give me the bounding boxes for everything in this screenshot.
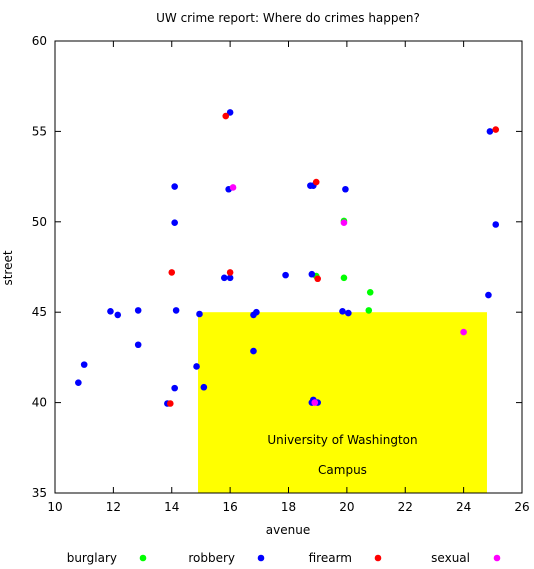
point-firearm xyxy=(314,275,321,283)
campus-region-label: Campus xyxy=(318,463,367,477)
point-firearm xyxy=(492,126,500,133)
point-sexual xyxy=(340,219,348,227)
point-burglary xyxy=(366,289,374,296)
legend-marker-sexual xyxy=(493,554,501,562)
y-axis-label: street xyxy=(1,250,15,285)
point-firearm xyxy=(312,178,320,186)
point-robbery xyxy=(345,309,352,317)
y-tick-label: 35 xyxy=(32,486,47,500)
point-robbery xyxy=(342,185,349,193)
point-robbery xyxy=(171,384,178,392)
point-firearm xyxy=(222,112,230,120)
point-robbery xyxy=(250,347,257,355)
y-tick-label: 40 xyxy=(32,396,47,410)
point-robbery xyxy=(172,307,180,314)
point-sexual xyxy=(460,328,467,336)
point-robbery xyxy=(226,109,234,116)
point-robbery xyxy=(107,307,114,315)
point-burglary xyxy=(365,307,373,314)
point-robbery xyxy=(75,379,82,387)
y-tick-label: 55 xyxy=(32,124,47,138)
point-burglary xyxy=(340,274,348,282)
point-robbery xyxy=(193,363,200,370)
point-robbery xyxy=(485,291,492,299)
x-tick-label: 26 xyxy=(514,500,529,514)
point-robbery xyxy=(339,307,346,315)
point-robbery xyxy=(134,341,142,349)
point-robbery xyxy=(220,274,228,282)
point-robbery xyxy=(200,383,208,391)
legend-label-robbery: robbery xyxy=(188,551,235,565)
point-robbery xyxy=(196,310,203,318)
campus-region-label: University of Washington xyxy=(267,433,417,447)
point-robbery xyxy=(282,271,289,279)
point-robbery xyxy=(80,361,88,368)
data-points xyxy=(75,109,500,407)
legend-marker-robbery xyxy=(257,554,265,562)
point-sexual xyxy=(229,184,237,191)
x-tick-label: 24 xyxy=(456,500,471,514)
point-robbery xyxy=(171,219,178,227)
point-robbery xyxy=(134,307,142,314)
x-tick-label: 22 xyxy=(398,500,413,514)
x-tick-label: 16 xyxy=(222,500,237,514)
campus-region-layer: University of Washington Campus xyxy=(198,312,487,493)
x-tick-label: 10 xyxy=(47,500,62,514)
legend-marker-burglary xyxy=(139,554,147,562)
point-robbery xyxy=(171,183,178,190)
point-sexual xyxy=(311,399,319,406)
legend: burglary robbery firearm sexual xyxy=(67,551,501,565)
point-robbery xyxy=(486,128,494,135)
chart-title: UW crime report: Where do crimes happen? xyxy=(156,11,420,25)
point-robbery xyxy=(226,274,234,282)
y-tick-label: 45 xyxy=(32,305,47,319)
point-robbery xyxy=(492,221,500,228)
point-firearm xyxy=(166,400,174,407)
x-axis-label: avenue xyxy=(266,523,310,537)
axis-ticks: 10 12 14 16 18 20 22 24 26 35 40 45 50 55 60 xyxy=(32,34,530,514)
point-robbery xyxy=(114,311,122,319)
y-tick-label: 50 xyxy=(32,215,47,229)
y-tick-label: 60 xyxy=(32,34,47,48)
x-tick-label: 18 xyxy=(281,500,296,514)
legend-marker-firearm xyxy=(374,554,382,562)
legend-label-firearm: firearm xyxy=(309,551,352,565)
legend-label-sexual: sexual xyxy=(431,551,470,565)
x-tick-label: 12 xyxy=(106,500,121,514)
point-firearm xyxy=(168,269,176,276)
x-tick-label: 14 xyxy=(164,500,179,514)
point-firearm xyxy=(226,269,234,276)
x-tick-label: 20 xyxy=(339,500,354,514)
legend-label-burglary: burglary xyxy=(67,551,117,565)
point-robbery xyxy=(308,270,316,278)
campus-region xyxy=(198,312,487,493)
point-robbery xyxy=(253,308,260,316)
